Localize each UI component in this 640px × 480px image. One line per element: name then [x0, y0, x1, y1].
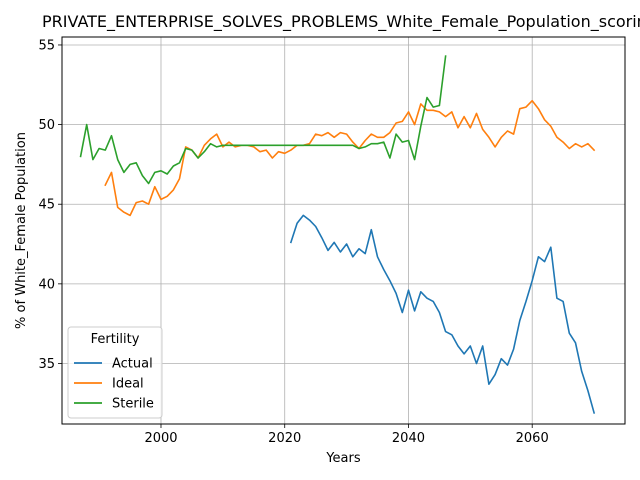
legend-box: [67, 326, 163, 419]
x-tick-label: 2040: [392, 431, 425, 446]
y-axis-label: % of White_Female Population: [14, 132, 29, 329]
x-tick-label: 2020: [268, 431, 301, 446]
legend-label: Ideal: [112, 377, 144, 392]
series-line-ideal: [104, 99, 596, 217]
legend-label: Sterile: [112, 397, 154, 412]
series-line-actual: [289, 214, 596, 414]
legend-items: Actual Ideal Sterile: [74, 357, 154, 412]
axis-ticks: 2000 2020 2040 2060 35 40 45 50 55: [38, 38, 548, 446]
y-tick-label: 55: [38, 38, 55, 53]
series-lines: [79, 55, 596, 414]
x-tick-label: 2000: [144, 431, 177, 446]
series-line-sterile: [79, 55, 447, 185]
y-tick-label: 35: [38, 357, 55, 372]
y-tick-label: 45: [38, 198, 55, 213]
legend-title: Fertility: [91, 332, 140, 347]
plot-frame: [61, 36, 626, 425]
y-tick-label: 40: [38, 277, 55, 292]
legend-label: Actual: [112, 357, 153, 372]
chart-title: PRIVATE_ENTERPRISE_SOLVES_PROBLEMS_White…: [42, 12, 640, 32]
y-tick-label: 50: [38, 118, 55, 133]
x-tick-label: 2060: [516, 431, 549, 446]
legend: Fertility Actual Ideal Sterile: [67, 326, 163, 419]
x-axis-label: Years: [325, 451, 361, 466]
